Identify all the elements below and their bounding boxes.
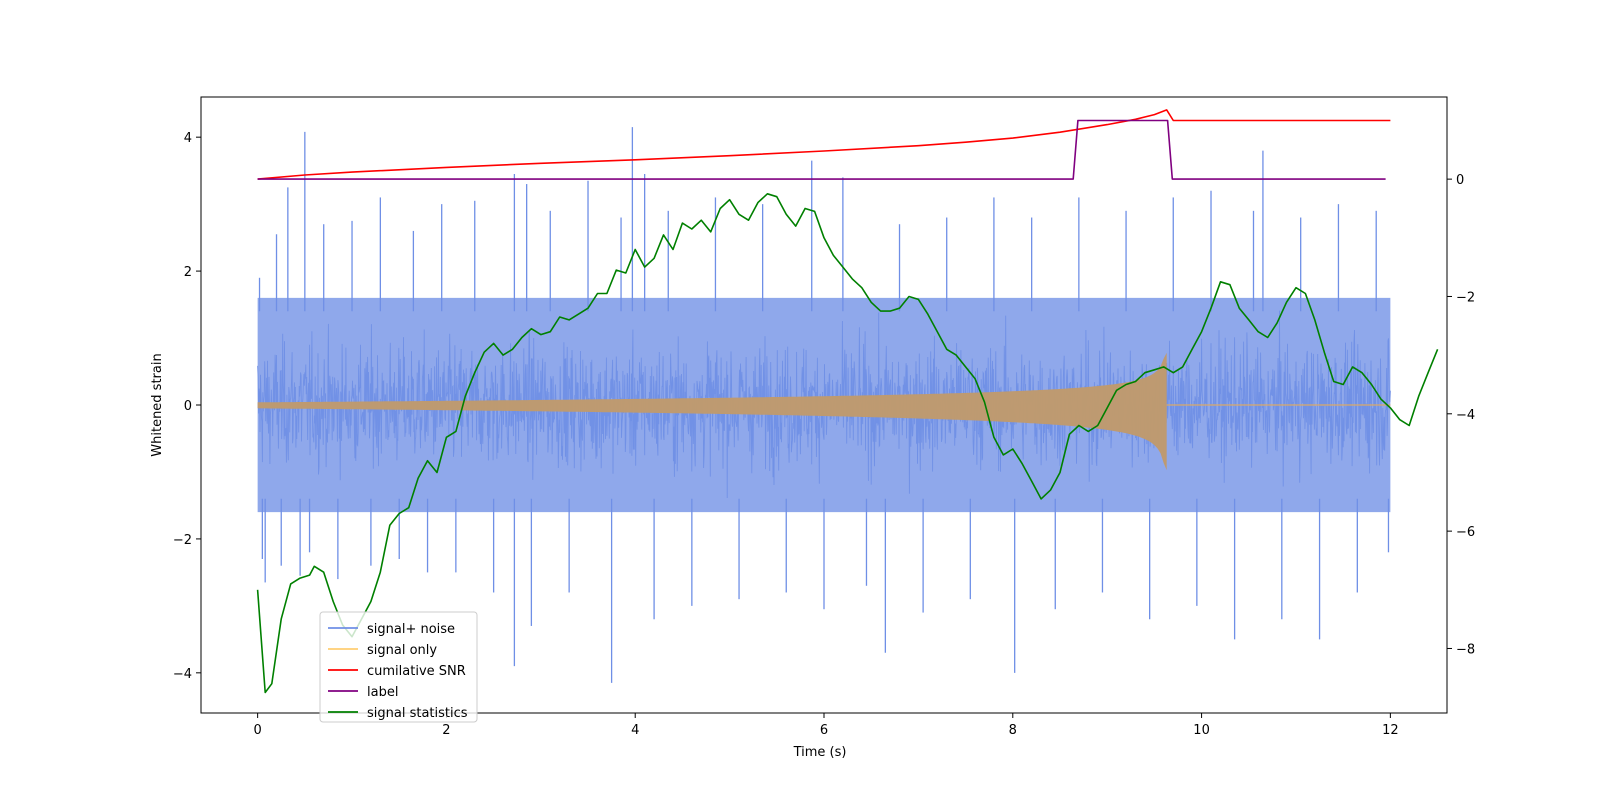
legend-item-label: label <box>328 685 398 700</box>
y2-tick-label: 0 <box>1456 173 1464 188</box>
y-tick-label: 4 <box>184 131 192 146</box>
legend-item-cumilative-snr: cumilative SNR <box>328 664 466 679</box>
x-tick-label: 8 <box>1009 723 1017 738</box>
x-tick-label: 10 <box>1193 723 1210 738</box>
legend-label: signal only <box>367 643 437 658</box>
series-cumilative-snr <box>257 109 1391 180</box>
legend: signal+ noise signal only cumilative SNR la… <box>319 611 478 723</box>
legend-label: signal+ noise <box>367 622 455 637</box>
right-axis-series <box>256 109 1439 694</box>
series-signal-only <box>257 352 1391 471</box>
x-axis-label: Time (s) <box>793 745 847 760</box>
y2-tick-label: −4 <box>1456 408 1475 423</box>
y2-tick-label: −8 <box>1456 642 1475 657</box>
series-label <box>257 119 1386 180</box>
series-signal-statistics <box>256 193 1439 694</box>
plot-area <box>256 109 1439 694</box>
y-axis-label: Whitened strain <box>150 353 165 456</box>
x-tick-label: 4 <box>631 723 639 738</box>
y2-tick-label: −2 <box>1456 290 1475 305</box>
y-tick-label: 2 <box>184 265 192 280</box>
x-tick-label: 12 <box>1382 723 1399 738</box>
legend-box <box>319 611 478 723</box>
x-tick-label: 0 <box>253 723 261 738</box>
legend-label: cumilative SNR <box>367 664 466 679</box>
signal-envelope <box>257 352 1167 471</box>
y-tick-label: −4 <box>173 667 192 682</box>
x-tick-label: 2 <box>442 723 450 738</box>
y-tick-label: 0 <box>184 399 192 414</box>
y-tick-label: −2 <box>173 533 192 548</box>
y-axis-left: −4 −2 0 2 4 <box>173 131 201 682</box>
legend-label: signal statistics <box>367 706 468 721</box>
y-axis-right: −8 −6 −4 −2 0 <box>1447 173 1475 657</box>
legend-item-signal-plus-noise: signal+ noise <box>328 622 455 637</box>
x-tick-label: 6 <box>820 723 828 738</box>
legend-item-signal-statistics: signal statistics <box>328 706 468 721</box>
legend-item-signal-only: signal only <box>328 643 437 658</box>
y2-tick-label: −6 <box>1456 525 1475 540</box>
legend-label: label <box>367 685 398 700</box>
x-axis: 0 2 4 6 8 10 12 <box>253 713 1399 738</box>
